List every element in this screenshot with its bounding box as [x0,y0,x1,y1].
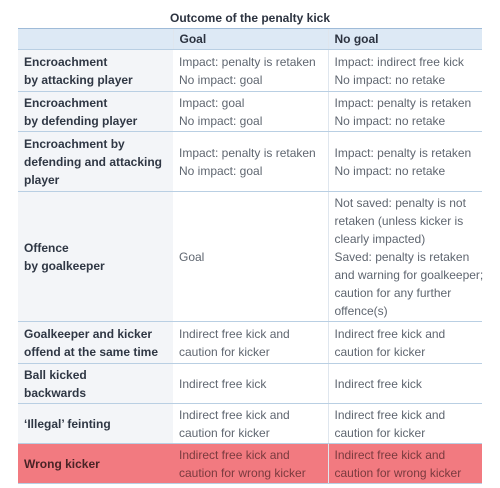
cell-line: Offence [24,240,69,255]
cell-line: No impact: no retake [334,72,446,87]
penalty-table: Outcome of the penalty kick Goal No goal … [18,8,484,484]
cell-line: clearly impacted) [334,231,426,246]
cell: Impact: penalty is retaken No impact: no … [327,131,483,192]
title-row: Outcome of the penalty kick [18,8,483,29]
table-row: ‘Illegal’ feinting Indirect free kick and… [18,403,483,444]
cell-line: Not saved: penalty is not [334,195,466,210]
cell-line: Saved: penalty is retaken [334,249,470,264]
cell-line: Indirect free kick and [179,326,290,341]
cell-line: player [24,172,60,187]
cell-line: caution for wrong kicker [179,465,306,480]
cell: Indirect free kick [327,363,483,404]
cell-line: defending and attacking [24,154,163,169]
cell-line: No impact: goal [179,113,263,128]
cell-line: Indirect free kick [334,376,422,391]
cell-line: caution for kicker [179,344,270,359]
table-row: Encroachment by defending player Impact: g… [18,91,483,132]
cell-line: by goalkeeper [24,258,105,273]
cell-line: backwards [24,385,87,400]
cell-line: caution for kicker [334,425,426,440]
table-row: Encroachment by defending and attacking pl… [18,131,483,192]
column-header-row: Goal No goal [18,28,483,50]
cell-line: Indirect free kick and [334,447,446,462]
cell-line: by attacking player [24,72,133,87]
empty-header [18,28,173,50]
row-label: ‘Illegal’ feinting [18,403,173,444]
cell: Goal [173,191,328,322]
cell-line: caution for wrong kicker [334,465,462,480]
cell: Impact: indirect free kick No impact: no … [327,49,483,92]
cell: Indirect free kick and caution for kicker [173,403,328,444]
cell-line: and warning for goalkeeper; [334,267,484,282]
row-label: Ball kicked backwards [18,363,173,404]
row-label: Goalkeeper and kicker offend at the same … [18,321,173,364]
cell-line: Impact: penalty is retaken [334,95,472,110]
cell-line: Indirect free kick and [179,447,290,462]
cell-line: Ball kicked [24,367,87,382]
cell: Indirect free kick [173,363,328,404]
cell: Impact: penalty is retaken No impact: no … [327,91,483,132]
cell-line: No impact: no retake [334,113,446,128]
cell-line: Indirect free kick and [334,326,446,341]
cell-line: No impact: no retake [334,163,446,178]
table-title: Outcome of the penalty kick [18,8,483,29]
cell-line: Impact: indirect free kick [334,54,464,69]
cell: Not saved: penalty is not retaken (unless… [327,191,484,322]
cell: Indirect free kick and caution for kicker [327,403,483,444]
cell-line: Encroachment [24,95,108,110]
cell-line: Goal [179,249,205,264]
cell-line: retaken (unless kicker is [334,213,464,228]
cell-line: ‘Illegal’ feinting [24,416,111,431]
cell-line: No impact: goal [179,163,263,178]
cell-line: Encroachment by [24,136,125,151]
cell-line: Impact: penalty is retaken [334,145,472,160]
cell-line: Wrong kicker [24,456,100,471]
row-label: Offence by goalkeeper [18,191,173,322]
table-row: Wrong kicker Indirect free kick and cautio… [18,443,483,484]
cell: Impact: goal No impact: goal [173,91,328,132]
cell-line: offence(s) [334,303,388,318]
cell-line: Encroachment [24,54,108,69]
cell: Indirect free kick and caution for kicker [327,321,483,364]
cell-line: Indirect free kick and [179,407,290,422]
cell: Indirect free kick and caution for wrong … [327,443,483,484]
table-container: Outcome of the penalty kick Goal No goal … [18,8,484,484]
cell: Impact: penalty is retaken No impact: goa… [173,131,328,192]
row-label: Encroachment by attacking player [18,49,173,92]
column-header: No goal [327,28,483,50]
table-row: Ball kicked backwards Indirect free kick In… [18,363,483,404]
cell: Indirect free kick and caution for wrong … [173,443,328,484]
cell-line: Goalkeeper and kicker [24,326,153,341]
cell-line: by defending player [24,113,138,128]
cell-line: Indirect free kick and [334,407,446,422]
column-header: Goal [172,28,328,50]
cell-line: offend at the same time [24,344,159,359]
table-body: Encroachment by attacking player Impact: p… [18,49,484,484]
cell-line: Impact: penalty is retaken [179,145,316,160]
cell-line: No impact: goal [179,72,263,87]
cell-line: caution for kicker [179,425,270,440]
row-label: Encroachment by defending player [18,91,173,132]
cell-line: caution for kicker [334,344,426,359]
cell-line: caution for any further [334,285,452,300]
cell: Indirect free kick and caution for kicker [173,321,328,364]
row-label: Wrong kicker [18,443,173,484]
table-row: Offence by goalkeeper Goal Not saved: penal… [18,191,484,322]
cell-line: Indirect free kick [179,376,267,391]
cell-line: Impact: goal [179,95,245,110]
row-label: Encroachment by defending and attacking pl… [18,131,173,192]
cell-line: Impact: penalty is retaken [179,54,316,69]
cell: Impact: penalty is retaken No impact: goa… [173,49,328,92]
table-row: Goalkeeper and kicker offend at the same … [18,321,483,364]
table-row: Encroachment by attacking player Impact: p… [18,49,483,92]
